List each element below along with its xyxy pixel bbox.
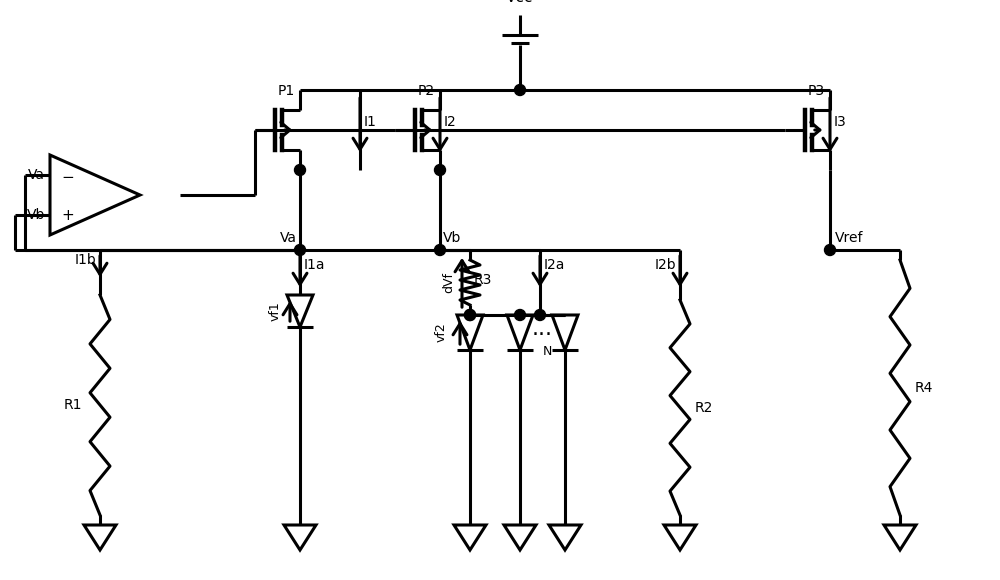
- Text: ···: ···: [532, 325, 553, 345]
- Text: R1: R1: [64, 398, 82, 412]
- Circle shape: [514, 85, 526, 96]
- Text: I1b: I1b: [74, 253, 96, 267]
- Text: Vref: Vref: [835, 231, 864, 245]
- Text: vf1: vf1: [269, 301, 282, 321]
- Text: $-$: $-$: [61, 168, 75, 183]
- Text: Vb: Vb: [27, 208, 45, 222]
- Text: N: N: [543, 345, 552, 358]
- Text: vf2: vf2: [435, 322, 448, 342]
- Text: R2: R2: [695, 401, 713, 415]
- Circle shape: [464, 310, 476, 321]
- Text: I1: I1: [364, 115, 377, 129]
- Text: dVf: dVf: [442, 272, 455, 293]
- Circle shape: [514, 310, 526, 321]
- Circle shape: [464, 310, 476, 321]
- Text: I1a: I1a: [304, 258, 326, 272]
- Text: Va: Va: [28, 168, 45, 182]
- Text: I2b: I2b: [654, 258, 676, 272]
- Circle shape: [824, 245, 836, 256]
- Circle shape: [534, 310, 546, 321]
- Circle shape: [434, 245, 446, 256]
- Circle shape: [294, 245, 306, 256]
- Text: Vb: Vb: [443, 231, 461, 245]
- Text: Vcc: Vcc: [506, 0, 534, 5]
- Text: P1: P1: [278, 84, 295, 98]
- Text: I2: I2: [444, 115, 457, 129]
- Text: I3: I3: [834, 115, 847, 129]
- Text: P2: P2: [418, 84, 435, 98]
- Circle shape: [294, 165, 306, 176]
- Text: R3: R3: [474, 273, 492, 287]
- Text: Va: Va: [280, 231, 297, 245]
- Text: R4: R4: [915, 380, 933, 394]
- Text: $+$: $+$: [61, 208, 75, 223]
- Text: I2a: I2a: [544, 258, 565, 272]
- Circle shape: [434, 165, 446, 176]
- Text: P3: P3: [808, 84, 825, 98]
